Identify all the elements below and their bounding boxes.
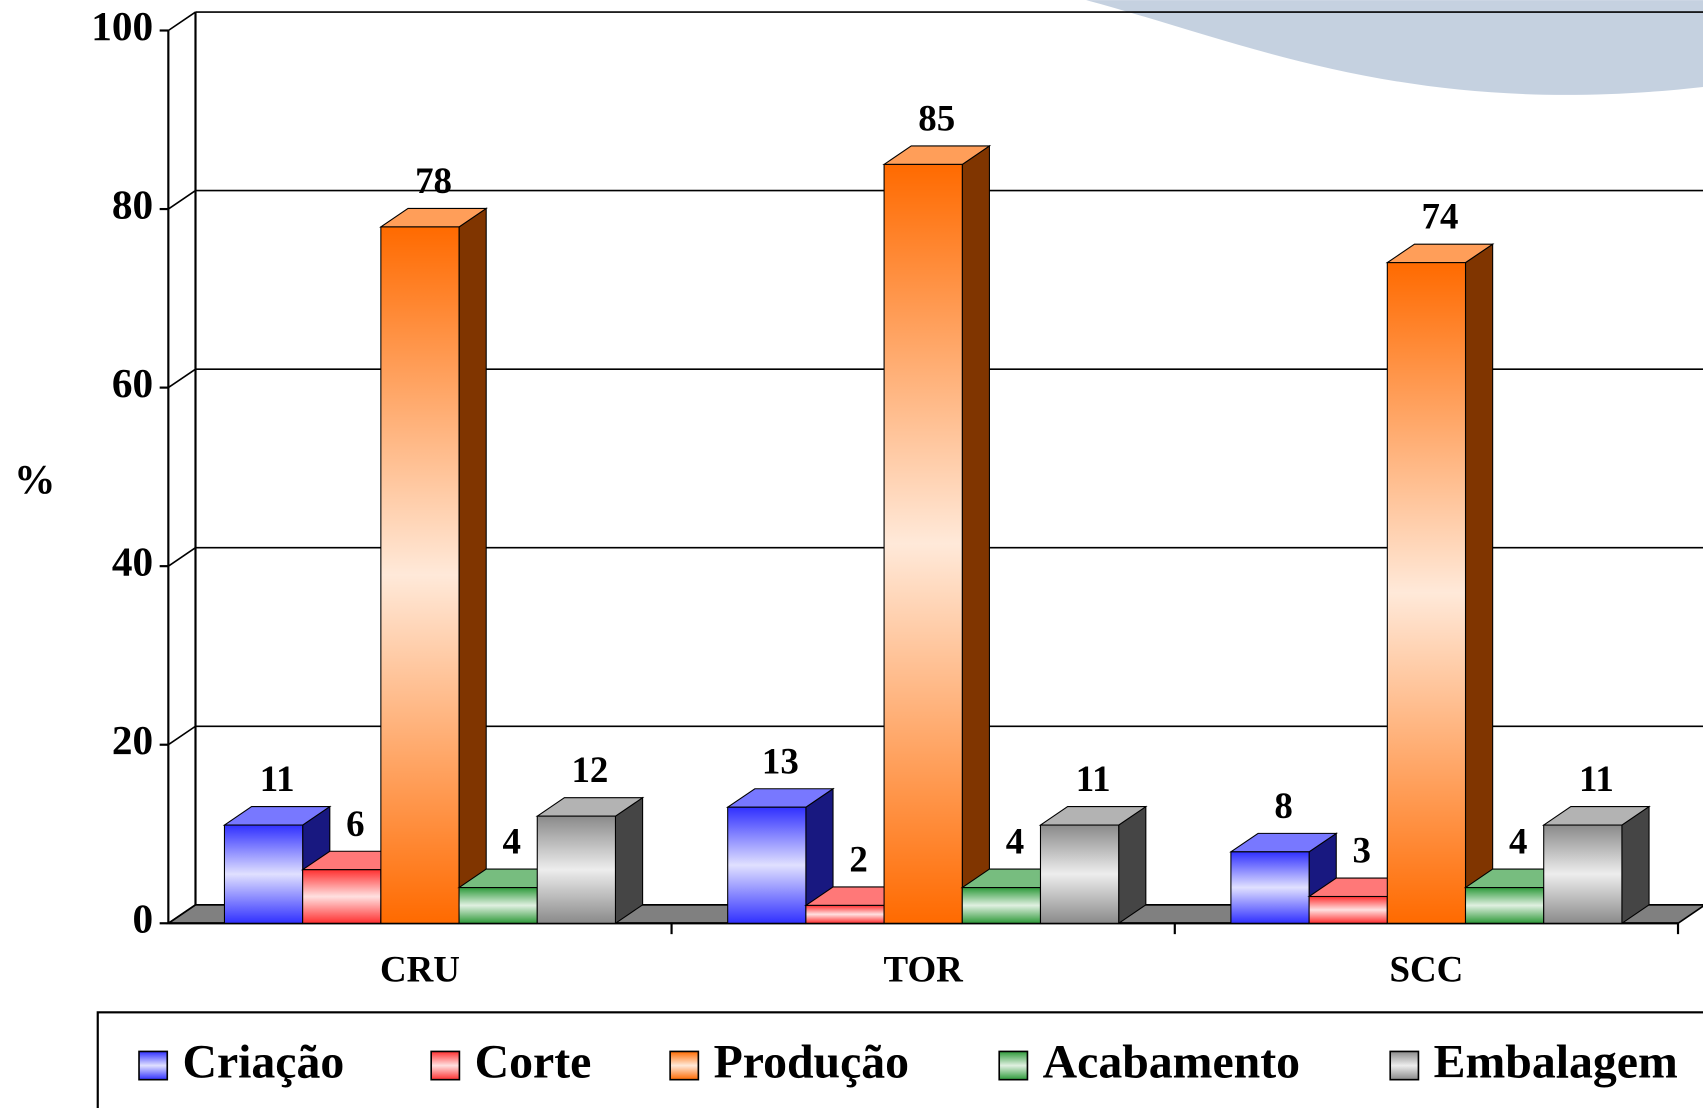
value-label: 11 bbox=[260, 758, 295, 799]
bar-front bbox=[1386, 262, 1467, 924]
bar-side bbox=[1118, 805, 1147, 925]
bar-side bbox=[1464, 243, 1494, 925]
legend-swatch bbox=[1389, 1050, 1420, 1081]
value-label: 6 bbox=[346, 803, 364, 844]
y-tick-label: 60 bbox=[112, 360, 153, 406]
bar-front bbox=[458, 887, 538, 924]
value-label: 85 bbox=[918, 98, 955, 139]
y-tick-label: 20 bbox=[112, 717, 153, 763]
bar-front bbox=[536, 815, 616, 924]
value-label: 13 bbox=[762, 740, 799, 781]
bar bbox=[1038, 805, 1148, 925]
legend-box bbox=[96, 1011, 1703, 1108]
value-label: 12 bbox=[571, 749, 608, 790]
y-tick-label: 80 bbox=[112, 182, 153, 228]
value-label: 4 bbox=[1509, 821, 1527, 862]
bar-front bbox=[223, 824, 304, 924]
bar-side bbox=[458, 207, 487, 925]
x-tick-label: CRU bbox=[380, 949, 460, 990]
legend-swatch bbox=[998, 1050, 1029, 1081]
bar-front bbox=[727, 806, 807, 924]
bar bbox=[725, 787, 835, 925]
grid-line-side bbox=[167, 11, 196, 32]
legend-label: Acabamento bbox=[1043, 1036, 1300, 1089]
value-label: 74 bbox=[1422, 196, 1459, 237]
grid-line-side bbox=[167, 904, 196, 924]
legend-label: Corte bbox=[475, 1036, 592, 1089]
value-label: 2 bbox=[849, 839, 867, 880]
bar-front bbox=[883, 163, 963, 924]
bar-front bbox=[1464, 887, 1545, 924]
grid-line-side bbox=[167, 368, 196, 389]
legend-label: Produção bbox=[714, 1036, 910, 1089]
bar-front bbox=[1230, 851, 1310, 924]
grid-line-side bbox=[167, 725, 196, 746]
bar-front bbox=[961, 887, 1042, 924]
bar bbox=[535, 796, 645, 925]
background-decoration bbox=[1086, 0, 1703, 95]
bar-front bbox=[302, 869, 382, 924]
y-tick-label: 100 bbox=[91, 3, 153, 49]
value-label: 8 bbox=[1274, 785, 1292, 826]
bar-side bbox=[614, 796, 644, 925]
y-tick-label: 0 bbox=[132, 896, 153, 942]
bar bbox=[379, 207, 488, 925]
grid-line-side bbox=[167, 189, 196, 210]
value-label: 4 bbox=[503, 821, 521, 862]
grid-line-side bbox=[167, 547, 196, 567]
x-tick-label: SCC bbox=[1389, 949, 1463, 990]
y-tick-label: 40 bbox=[112, 539, 153, 585]
legend-swatch bbox=[138, 1050, 169, 1081]
bar-front bbox=[1543, 824, 1623, 924]
value-label: 11 bbox=[1579, 758, 1614, 799]
value-label: 3 bbox=[1353, 830, 1371, 871]
legend-label: Criação bbox=[182, 1036, 344, 1089]
bar bbox=[882, 144, 992, 925]
bar-front bbox=[1039, 824, 1120, 924]
bar bbox=[1541, 805, 1651, 925]
value-label: 4 bbox=[1006, 821, 1024, 862]
bar-side bbox=[1621, 805, 1650, 925]
legend-swatch bbox=[669, 1050, 700, 1081]
bar bbox=[1385, 243, 1495, 925]
value-label: 11 bbox=[1076, 758, 1111, 799]
bar-front bbox=[380, 226, 460, 924]
x-tick-label: TOR bbox=[884, 949, 964, 990]
legend-swatch bbox=[430, 1050, 461, 1081]
bar-front bbox=[1308, 895, 1388, 924]
y-axis-label: % bbox=[14, 456, 55, 502]
bar-front bbox=[805, 904, 885, 924]
legend-label: Embalagem bbox=[1434, 1036, 1678, 1089]
value-label: 78 bbox=[415, 160, 452, 201]
bar-side bbox=[961, 144, 990, 925]
